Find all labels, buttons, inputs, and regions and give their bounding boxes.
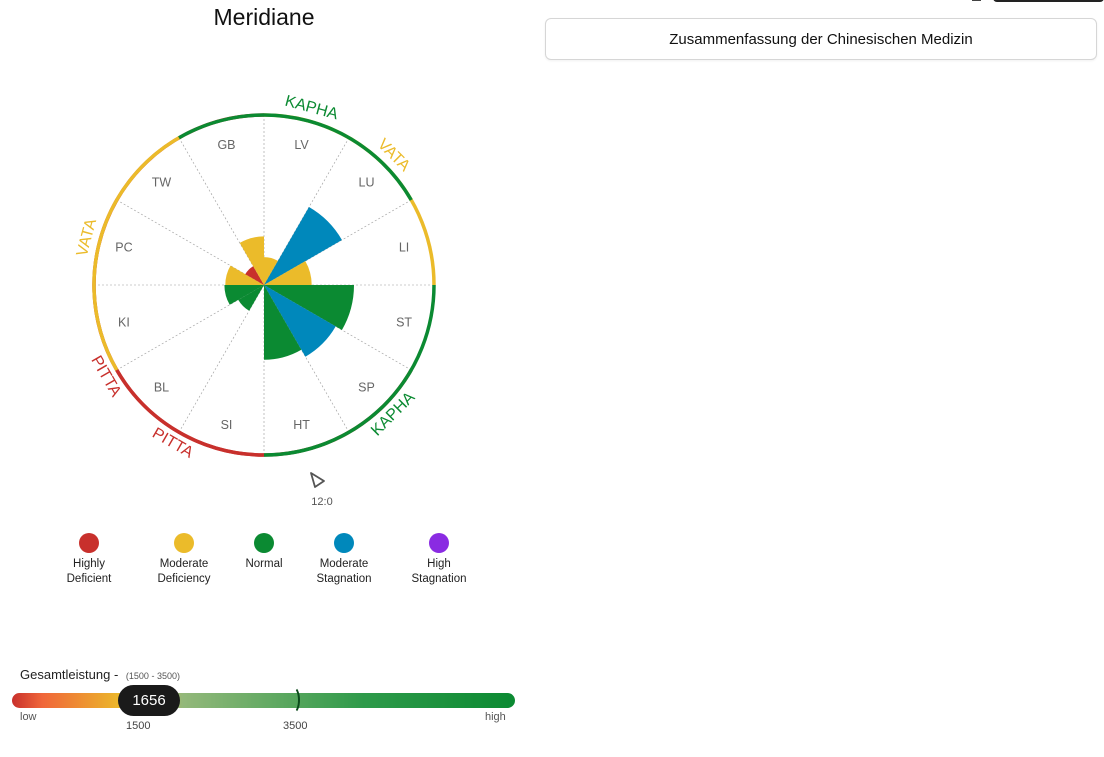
- legend-label-line2: Deficiency: [157, 573, 211, 585]
- wedge-pc[interactable]: [225, 265, 264, 285]
- dosha-arc-kapha: [263, 284, 436, 457]
- performance-range: (1500 - 3500): [125, 671, 180, 681]
- legend-dot: [429, 533, 449, 553]
- spoke-line: [116, 284, 265, 371]
- legend-label-line1: Moderate: [159, 558, 209, 570]
- performance-title: Gesamtleistung - (1500 - 3500): [20, 667, 180, 682]
- spoke-line: [178, 137, 265, 286]
- wedge-bl[interactable]: [238, 285, 264, 311]
- legend-label-line1: High: [427, 558, 451, 570]
- page-title: Meridiane: [213, 4, 315, 30]
- legend-dot: [79, 533, 99, 553]
- meridian-label-sp: SP: [358, 381, 375, 395]
- top-toolbar-edge: [993, 0, 1104, 2]
- dosha-arc-kapha: [178, 113, 413, 201]
- legend-item-moderate-deficiency: Moderate Deficiency: [139, 533, 229, 587]
- wedge-ht[interactable]: [264, 285, 302, 360]
- wedge-sp[interactable]: [264, 285, 336, 357]
- meridian-label-lu: LU: [359, 175, 375, 189]
- meridian-label-bl: BL: [154, 381, 169, 395]
- meridian-label-ht: HT: [293, 418, 310, 432]
- dosha-arc-vata: [92, 136, 180, 371]
- meridian-labels: LV LU LI ST SP HT SI BL KI PC TW GB: [115, 138, 412, 432]
- legend-item-moderate-stagnation: Moderate Stagnation: [299, 533, 389, 587]
- performance-value-badge[interactable]: 1656: [118, 685, 180, 716]
- legend-label-line2: Deficient: [66, 573, 112, 585]
- meridian-label-lv: LV: [294, 138, 309, 152]
- legend-item-normal: Normal: [219, 533, 309, 572]
- meridian-label-gb: GB: [217, 138, 235, 152]
- wedge-lu[interactable]: [264, 207, 342, 285]
- legend-dot: [174, 533, 194, 553]
- time-pointer[interactable]: 12:0: [310, 472, 333, 508]
- legend-dot: [334, 533, 354, 553]
- performance-tick-high: 3500: [283, 720, 308, 732]
- legend-label-line1: Moderate: [319, 558, 369, 570]
- top-scroll-indicator: [972, 0, 981, 1]
- meridian-label-st: ST: [396, 316, 412, 330]
- wedge-ki[interactable]: [224, 285, 264, 305]
- wedge-lv[interactable]: [264, 257, 278, 285]
- performance-tick-low: 1500: [126, 720, 151, 732]
- performance-separator: -: [113, 667, 119, 682]
- legend-label-line1: Normal: [245, 558, 283, 570]
- legend-dot: [254, 533, 274, 553]
- performance-bar: [12, 693, 515, 708]
- spoke-line: [178, 284, 265, 433]
- performance-low-label: low: [20, 711, 37, 723]
- dosha-arc-pitta: [115, 369, 265, 457]
- meridian-label-li: LI: [399, 240, 409, 254]
- legend-item-highly-deficient: Highly Deficient: [44, 533, 134, 587]
- performance-label: Gesamtleistung: [20, 667, 111, 682]
- dosha-label-vata: VATA: [374, 136, 413, 175]
- pointer-triangle-icon[interactable]: [310, 472, 325, 488]
- pointer-label: 12:0: [311, 496, 332, 508]
- wedge-tw[interactable]: [245, 266, 264, 285]
- dosha-ring: [92, 113, 436, 457]
- meridian-label-si: SI: [221, 418, 233, 432]
- performance-high-label: high: [485, 711, 506, 723]
- legend-label-line2: Stagnation: [411, 573, 467, 585]
- wedge-gb[interactable]: [239, 236, 264, 285]
- chart-wedges: [224, 207, 354, 360]
- legend-label-line2: Stagnation: [316, 573, 372, 585]
- meridian-label-pc: PC: [115, 240, 132, 254]
- meridian-label-ki: KI: [118, 316, 130, 330]
- wedge-st[interactable]: [264, 285, 354, 330]
- status-legend: Highly Deficient Moderate Deficiency Nor…: [50, 533, 490, 593]
- legend-item-high-stagnation: High Stagnation: [394, 533, 484, 587]
- performance-marker-high: [286, 686, 300, 714]
- wedge-li[interactable]: [264, 261, 312, 285]
- legend-label-line1: Highly: [73, 558, 105, 570]
- meridian-label-tw: TW: [152, 175, 172, 189]
- summary-button[interactable]: Zusammenfassung der Chinesischen Medizin: [545, 18, 1097, 60]
